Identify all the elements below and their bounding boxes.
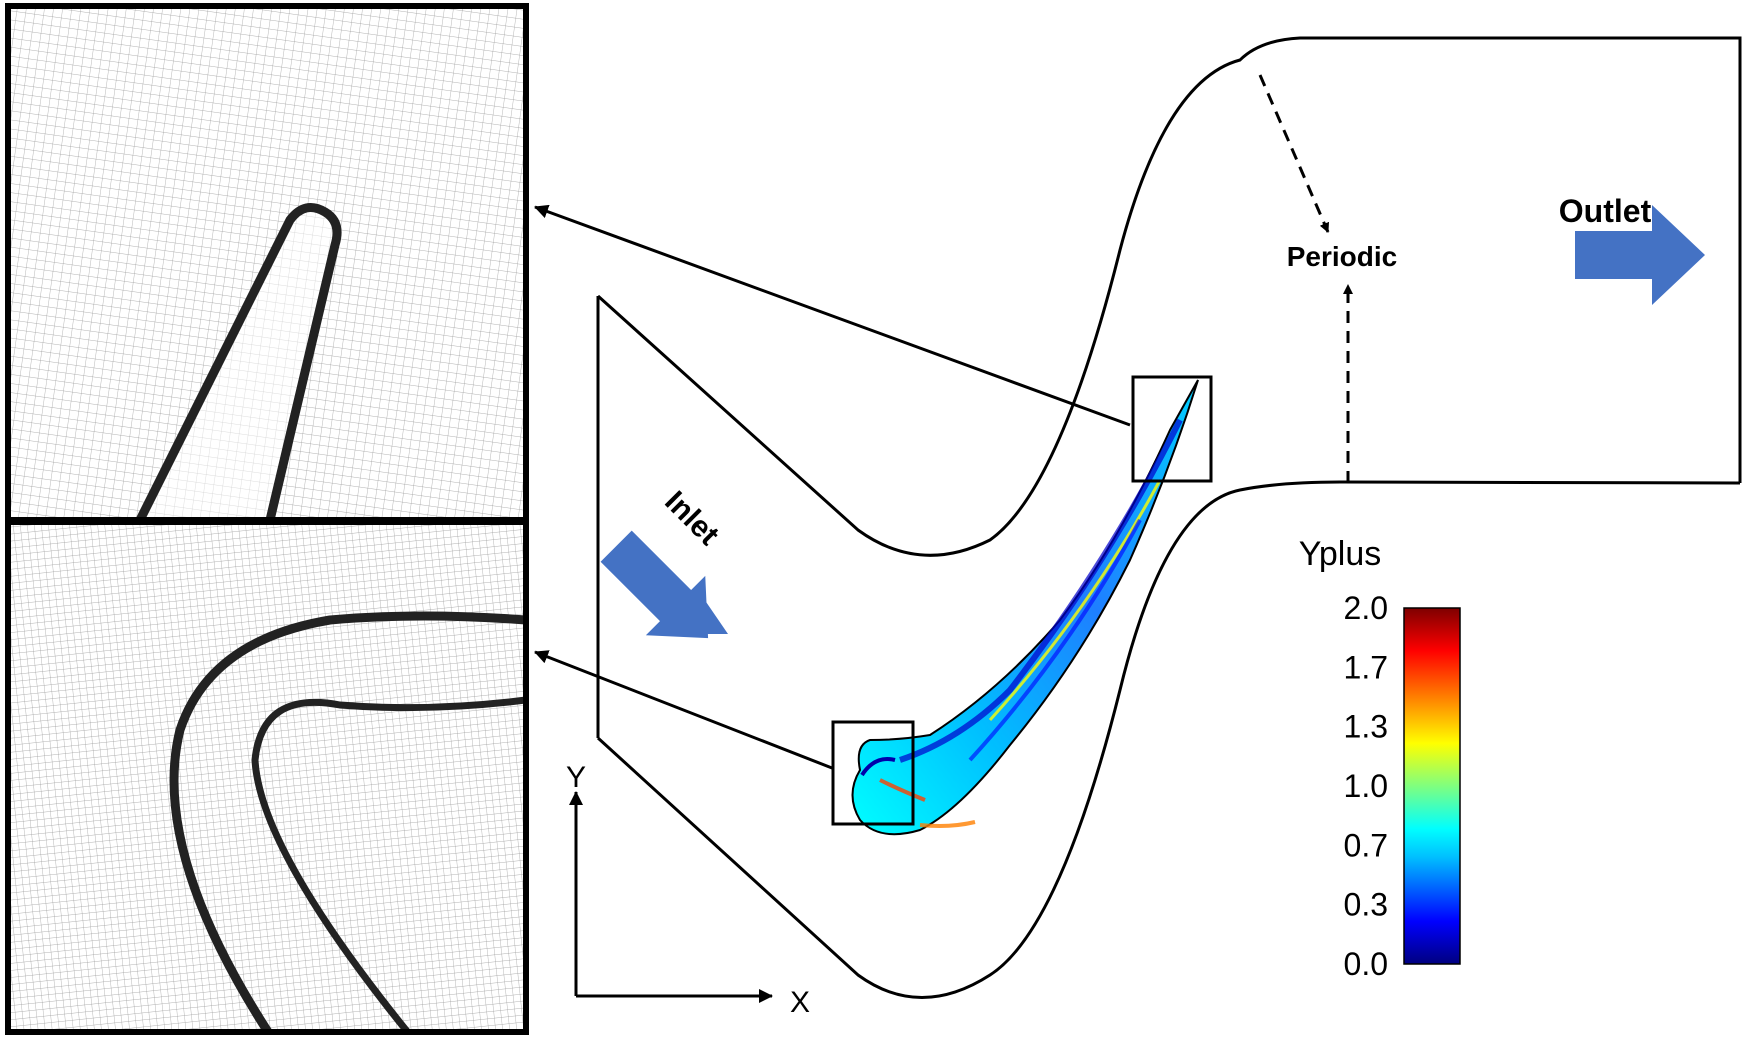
mesh-inset-trailing-edge <box>5 3 529 523</box>
colorbar: Yplus 2.0 1.7 1.3 1.0 0.7 0.3 0.0 <box>1299 535 1461 982</box>
periodic-arrow-upper <box>1258 74 1330 233</box>
periodic-label: Periodic <box>1287 241 1397 272</box>
outlet-label: Outlet <box>1559 193 1652 229</box>
axis-y-label: Y <box>566 761 586 794</box>
colorbar-tick-label: 2.0 <box>1344 590 1388 626</box>
zoom-box-trailing-edge <box>1131 375 1213 483</box>
colorbar-tick-label: 0.7 <box>1344 827 1388 863</box>
zoom-connector-top <box>534 204 1131 427</box>
colorbar-tick-label: 1.7 <box>1344 649 1388 685</box>
colorbar-tick-label: 1.3 <box>1344 709 1388 745</box>
colorbar-tick-label: 1.0 <box>1344 768 1388 804</box>
colorbar-tick-label: 0.0 <box>1344 946 1388 982</box>
inlet-arrow-body <box>600 530 709 639</box>
zoom-box-leading-edge <box>831 720 915 826</box>
coordinate-axes <box>569 791 773 1003</box>
blade-yplus-contour <box>851 379 1199 836</box>
domain-outline <box>596 36 1742 999</box>
colorbar-gradient <box>1403 607 1461 965</box>
axis-x-label: X <box>790 986 810 1019</box>
colorbar-title: Yplus <box>1299 535 1382 573</box>
zoom-connector-bottom <box>534 650 833 770</box>
colorbar-tick-label: 0.3 <box>1344 887 1388 923</box>
mesh-inset-leading-edge <box>5 519 529 1035</box>
outlet-arrow <box>1575 205 1705 305</box>
